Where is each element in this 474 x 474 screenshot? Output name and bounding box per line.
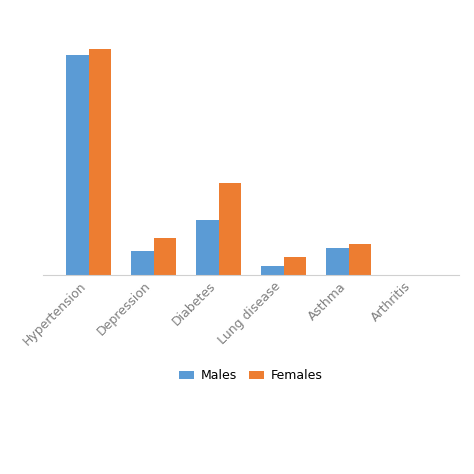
- Bar: [154, 238, 176, 275]
- Bar: [348, 245, 371, 275]
- Bar: [283, 257, 306, 275]
- Bar: [261, 266, 283, 275]
- Bar: [131, 251, 154, 275]
- Legend: Males, Females: Males, Females: [174, 365, 328, 388]
- Bar: [326, 247, 348, 275]
- Bar: [89, 49, 111, 275]
- Bar: [219, 183, 241, 275]
- Bar: [196, 220, 219, 275]
- Bar: [66, 55, 89, 275]
